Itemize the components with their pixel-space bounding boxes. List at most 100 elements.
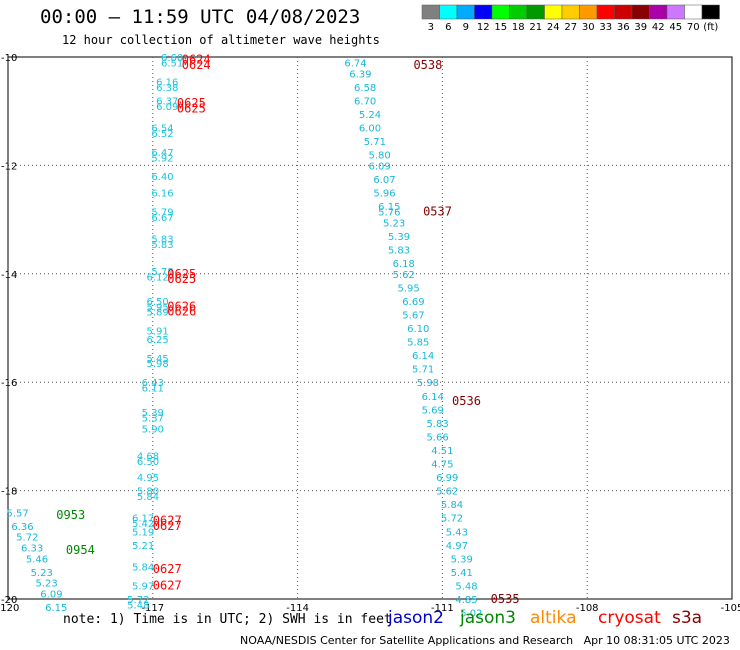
swh-value-s3a: 5.96 [373, 189, 395, 200]
colorbar-swatch [509, 4, 528, 20]
swh-value-cryosat: 6.40 [151, 172, 173, 183]
swh-value-s3a: 5.39 [388, 232, 410, 243]
swh-value-s3a: 5.24 [359, 110, 381, 121]
swh-value-s3a: 6.58 [354, 83, 376, 94]
swh-value-s3a: 6.09 [369, 161, 391, 172]
swh-value-cryosat: 6.38 [156, 83, 178, 94]
swh-value-cryosat: 6.12 [146, 273, 168, 284]
swh-value-s3a: 6.70 [354, 96, 376, 107]
swh-value-cryosat: 5.45 [146, 354, 168, 365]
colorbar-label: 3 [428, 22, 434, 33]
colorbar-label: 6 [445, 22, 451, 33]
colorbar-label: 70 [687, 22, 700, 33]
swh-value-s3a: 6.69 [402, 297, 424, 308]
swh-value-cryosat: 5.37 [142, 413, 164, 424]
swh-value-s3a: 6.15 [378, 202, 400, 213]
colorbar-swatch [456, 4, 475, 20]
swh-value-s3a: 5.39 [451, 554, 473, 565]
swh-value-s3a: 5.71 [412, 365, 434, 376]
time-label-cryosat: 0627 [153, 513, 182, 527]
legend-jason3: jason3 [460, 608, 516, 628]
swh-value-s3a: 5.69 [422, 405, 444, 416]
time-label-cryosat: 0625 [177, 101, 206, 115]
swh-value-cryosat: 5.95 [146, 302, 168, 313]
time-label-s3a: 0538 [413, 58, 442, 72]
swh-value-cryosat: 5.83 [151, 235, 173, 246]
swh-value-s3a: 5.76 [378, 207, 400, 218]
swh-value-s3a: 5.43 [446, 527, 468, 538]
swh-value-s3a: 5.66 [426, 432, 448, 443]
swh-value-s3a: 4.51 [431, 446, 453, 457]
swh-value-s3a: 6.18 [393, 259, 415, 270]
swh-value-cryosat: 5.91 [146, 327, 168, 338]
time-label-cryosat: 0625 [167, 267, 196, 281]
time-label-cryosat: 0624 [182, 53, 211, 67]
y-tick-label: -10 [1, 53, 17, 64]
colorbar-label: 42 [652, 22, 665, 33]
time-label-s3a: 0536 [452, 394, 481, 408]
swh-value-s3a: 5.23 [383, 218, 405, 229]
swh-value-cryosat: 6.25 [146, 335, 168, 346]
time-label-cryosat: 0626 [167, 299, 196, 313]
time-label-s3a: 0535 [491, 592, 520, 606]
plot-frame [7, 56, 733, 600]
swh-value-cryosat: 4.68 [137, 451, 159, 462]
swh-value-cryosat: 6.50 [137, 457, 159, 468]
swh-value-s3a: 5.62 [436, 487, 458, 498]
swh-value-s3a: 5.80 [369, 151, 391, 162]
y-tick-label: -16 [1, 378, 17, 389]
swh-value-cryosat: 6.09 [156, 102, 178, 113]
swh-value-jason3: 5.72 [16, 533, 38, 544]
legend-altika: altika [530, 608, 577, 628]
y-tick-label: -12 [1, 161, 17, 172]
legend-s3a: s3a [672, 608, 703, 628]
colorbar-swatch [544, 4, 563, 20]
colorbar-swatch [579, 4, 598, 20]
swh-value-jason3: 5.46 [26, 554, 48, 565]
swh-value-s3a: 5.95 [397, 283, 419, 294]
colorbar-label: 36 [617, 22, 630, 33]
colorbar-label: 27 [564, 22, 577, 33]
colorbar-label: 12 [477, 22, 490, 33]
swh-value-cryosat: 6.17 [132, 514, 154, 525]
credit-line: NOAA/NESDIS Center for Satellite Applica… [240, 634, 730, 647]
colorbar-label: 39 [634, 22, 647, 33]
swh-value-s3a: 5.48 [455, 581, 477, 592]
units-note: note: 1) Time is in UTC; 2) SWH is in fe… [63, 612, 392, 627]
colorbar-swatch [561, 4, 580, 20]
swh-value-s3a: 6.14 [412, 351, 434, 362]
swh-value-cryosat: 5.83 [151, 240, 173, 251]
colorbar-swatch [596, 4, 615, 20]
swh-value-jason3: 5.57 [7, 508, 29, 519]
swh-value-cryosat: 6.43 [142, 378, 164, 389]
swh-value-s3a: 6.10 [407, 324, 429, 335]
colorbar: 3 6 9 12 15 18 21 24 27 30 33 36 39 42 45 70 (ft) [421, 4, 720, 33]
time-label-s3a: 0537 [423, 204, 452, 218]
swh-value-cryosat: 6.52 [151, 129, 173, 140]
swh-value-cryosat: 5.78 [151, 267, 173, 278]
time-label-cryosat: 0625 [167, 272, 196, 286]
chart-marks: 6.746.396.586.705.246.005.715.806.096.07… [7, 53, 520, 620]
legend-jason2: jason2 [388, 608, 444, 628]
chart-axes: -120 -117 -114 -111 -108 -105 -10 -12 -14 -16 -18 -… [0, 53, 740, 614]
y-tick-label: -20 [1, 595, 17, 606]
chart-title: 00:00 – 11:59 UTC 04/08/2023 [40, 6, 361, 28]
swh-value-s3a: 4.75 [431, 460, 453, 471]
swh-value-s3a: 4.97 [446, 541, 468, 552]
swh-value-s3a: 5.71 [364, 137, 386, 148]
swh-value-s3a: 5.67 [402, 310, 424, 321]
swh-value-s3a: 5.83 [388, 245, 410, 256]
swh-value-jason3: 6.33 [21, 544, 43, 555]
swh-value-cryosat: 6.54 [151, 123, 173, 134]
swh-value-s3a: 5.84 [441, 500, 463, 511]
chart-subtitle: 12 hour collection of altimeter wave hei… [62, 33, 380, 47]
colorbar-swatch [614, 4, 633, 20]
x-tick-label: -114 [286, 603, 309, 614]
swh-value-cryosat: 6.11 [142, 384, 164, 395]
time-label-cryosat: 0627 [153, 578, 182, 592]
swh-value-cryosat: 6.16 [156, 77, 178, 88]
swh-value-s3a: 5.83 [426, 419, 448, 430]
x-tick-label: -111 [431, 603, 454, 614]
swh-value-cryosat: 5.19 [132, 527, 154, 538]
